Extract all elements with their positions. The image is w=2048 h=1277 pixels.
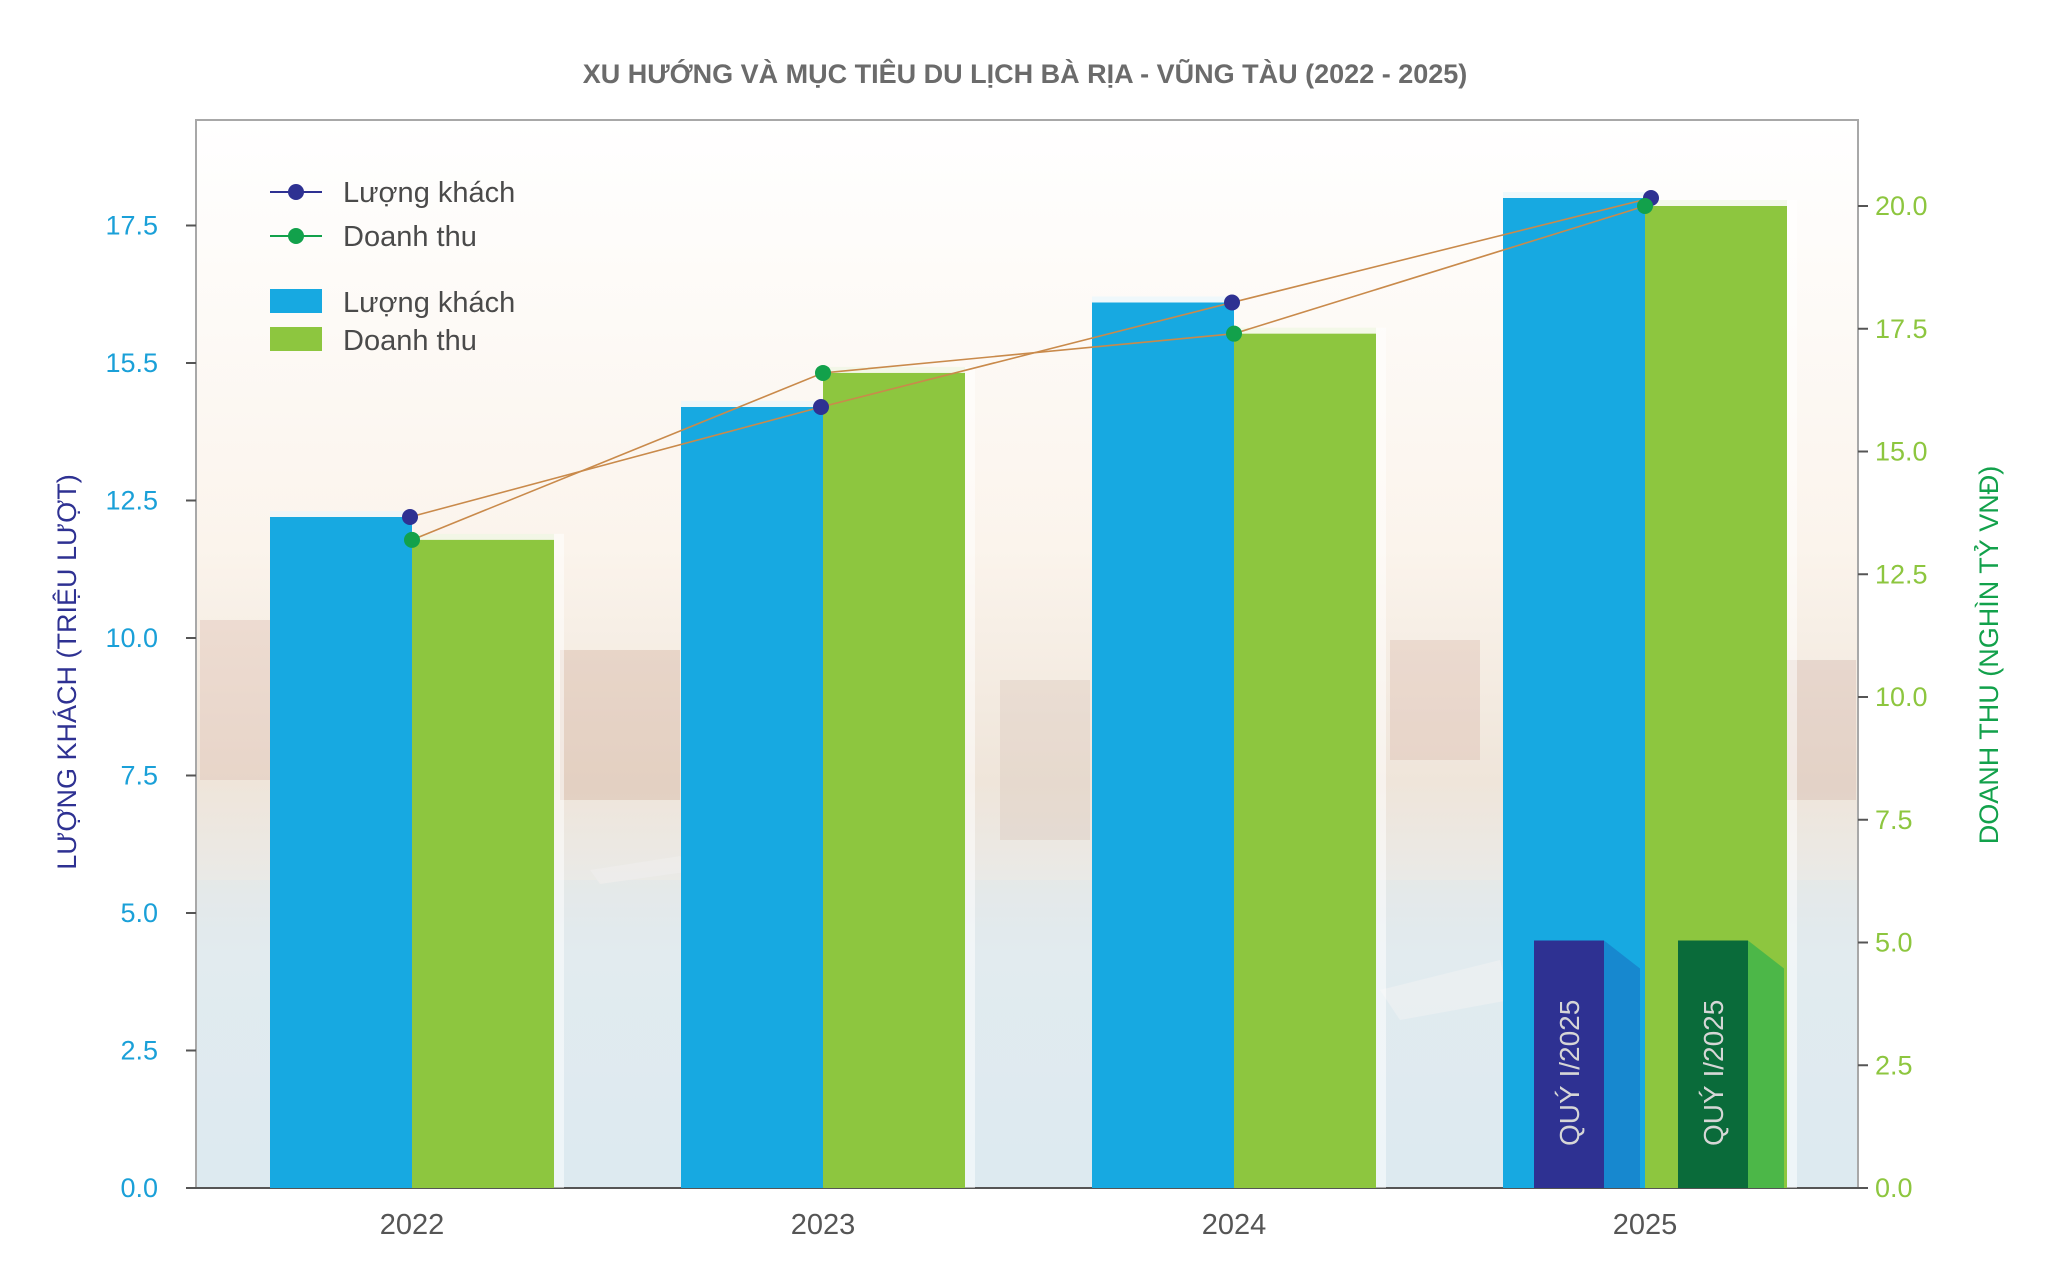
legend-line-visitors-marker — [288, 184, 304, 200]
quarter-bar-revenue-side — [1748, 940, 1784, 1188]
right-tick-label: 17.5 — [1875, 314, 1928, 344]
line-visitors-point — [813, 399, 829, 415]
legend-bar-visitors-swatch — [270, 289, 322, 313]
left-tick-label: 12.5 — [105, 486, 158, 516]
right-tick-label: 0.0 — [1875, 1173, 1913, 1203]
left-tick-label: 7.5 — [120, 761, 158, 791]
quarter-bar-revenue — [1678, 940, 1748, 1188]
line-series — [402, 190, 1659, 548]
left-axis-label: LƯỢNG KHÁCH (TRIỆU LƯỢT) — [51, 474, 82, 869]
chart-title: XU HƯỚNG VÀ MỤC TIÊU DU LỊCH BÀ RỊA - VŨ… — [583, 58, 1468, 89]
x-tick-label: 2022 — [380, 1209, 445, 1241]
quarter-bar-visitors — [1534, 940, 1604, 1188]
bar-visitors-cap — [1503, 192, 1645, 198]
bar-revenue-glow — [1376, 327, 1386, 1188]
quarter-bar-revenue-label: QUÝ I/2025 — [1698, 1000, 1729, 1146]
bar-visitors — [1092, 302, 1234, 1188]
bar-revenue-glow — [1787, 200, 1797, 1188]
bar-revenue — [412, 539, 554, 1188]
x-axis-ticks: 2022 2023 2024 2025 — [380, 1209, 1678, 1241]
bar-visitors-cap — [270, 511, 412, 517]
legend: Lượng khách Doanh thu Lượng khách Doanh … — [270, 177, 515, 357]
left-tick-label: 0.0 — [120, 1173, 158, 1203]
bar-revenue-cap — [823, 366, 965, 373]
bar-revenue-glow — [965, 366, 975, 1188]
legend-line-revenue-label: Doanh thu — [343, 221, 477, 253]
right-tick-label: 12.5 — [1875, 559, 1928, 589]
bar-visitors-cap — [681, 401, 823, 407]
bar-revenue — [1234, 333, 1376, 1188]
bar-revenue-glow — [554, 533, 564, 1188]
line-visitors-point — [1224, 294, 1240, 311]
right-tick-label: 10.0 — [1875, 682, 1928, 712]
legend-bar-revenue-swatch — [270, 327, 322, 351]
bar-revenue-cap — [1234, 327, 1376, 334]
legend-bar-visitors-label: Lượng khách — [343, 287, 515, 319]
left-tick-label: 2.5 — [120, 1036, 158, 1066]
quarter-bar-visitors-side — [1604, 940, 1640, 1188]
legend-line-visitors-label: Lượng khách — [343, 177, 515, 209]
x-tick-label: 2024 — [1202, 1209, 1267, 1241]
legend-line-revenue-marker — [288, 228, 304, 244]
bar-visitors — [270, 517, 412, 1188]
right-tick-label: 5.0 — [1875, 928, 1913, 958]
bar-revenue-cap — [1645, 200, 1787, 206]
right-tick-label: 15.0 — [1875, 437, 1928, 467]
bar-visitors — [681, 407, 823, 1188]
quarter-bars: QUÝ I/2025 QUÝ I/2025 — [1534, 940, 1784, 1188]
right-axis-ticks: 0.0 2.5 5.0 7.5 10.0 12.5 15.0 17.5 20.0 — [1858, 191, 1928, 1203]
x-tick-label: 2023 — [791, 1209, 856, 1241]
right-tick-label: 20.0 — [1875, 191, 1928, 221]
right-axis-label: DOANH THU (NGHÌN TỶ VNĐ) — [1972, 466, 2004, 845]
line-visitors-point — [402, 509, 418, 525]
line-revenue-point — [815, 364, 831, 381]
x-tick-label: 2025 — [1613, 1209, 1678, 1241]
quarter-bar-visitors-label: QUÝ I/2025 — [1554, 1000, 1585, 1146]
line-revenue-point — [404, 531, 420, 548]
left-tick-label: 5.0 — [120, 898, 158, 928]
bar-revenue-cap — [412, 533, 554, 540]
bar-revenue — [823, 372, 965, 1188]
bar-visitors-cap — [1092, 296, 1234, 303]
line-revenue-point — [1226, 325, 1242, 342]
line-visitors — [409, 197, 1652, 518]
left-tick-label: 17.5 — [105, 211, 158, 241]
left-tick-label: 15.5 — [105, 348, 158, 378]
right-tick-label: 2.5 — [1875, 1050, 1913, 1080]
left-tick-label: 10.0 — [105, 623, 158, 653]
line-revenue-point — [1637, 198, 1653, 214]
legend-bar-revenue-label: Doanh thu — [343, 325, 477, 357]
right-tick-label: 7.5 — [1875, 805, 1913, 835]
line-revenue — [411, 205, 1646, 541]
